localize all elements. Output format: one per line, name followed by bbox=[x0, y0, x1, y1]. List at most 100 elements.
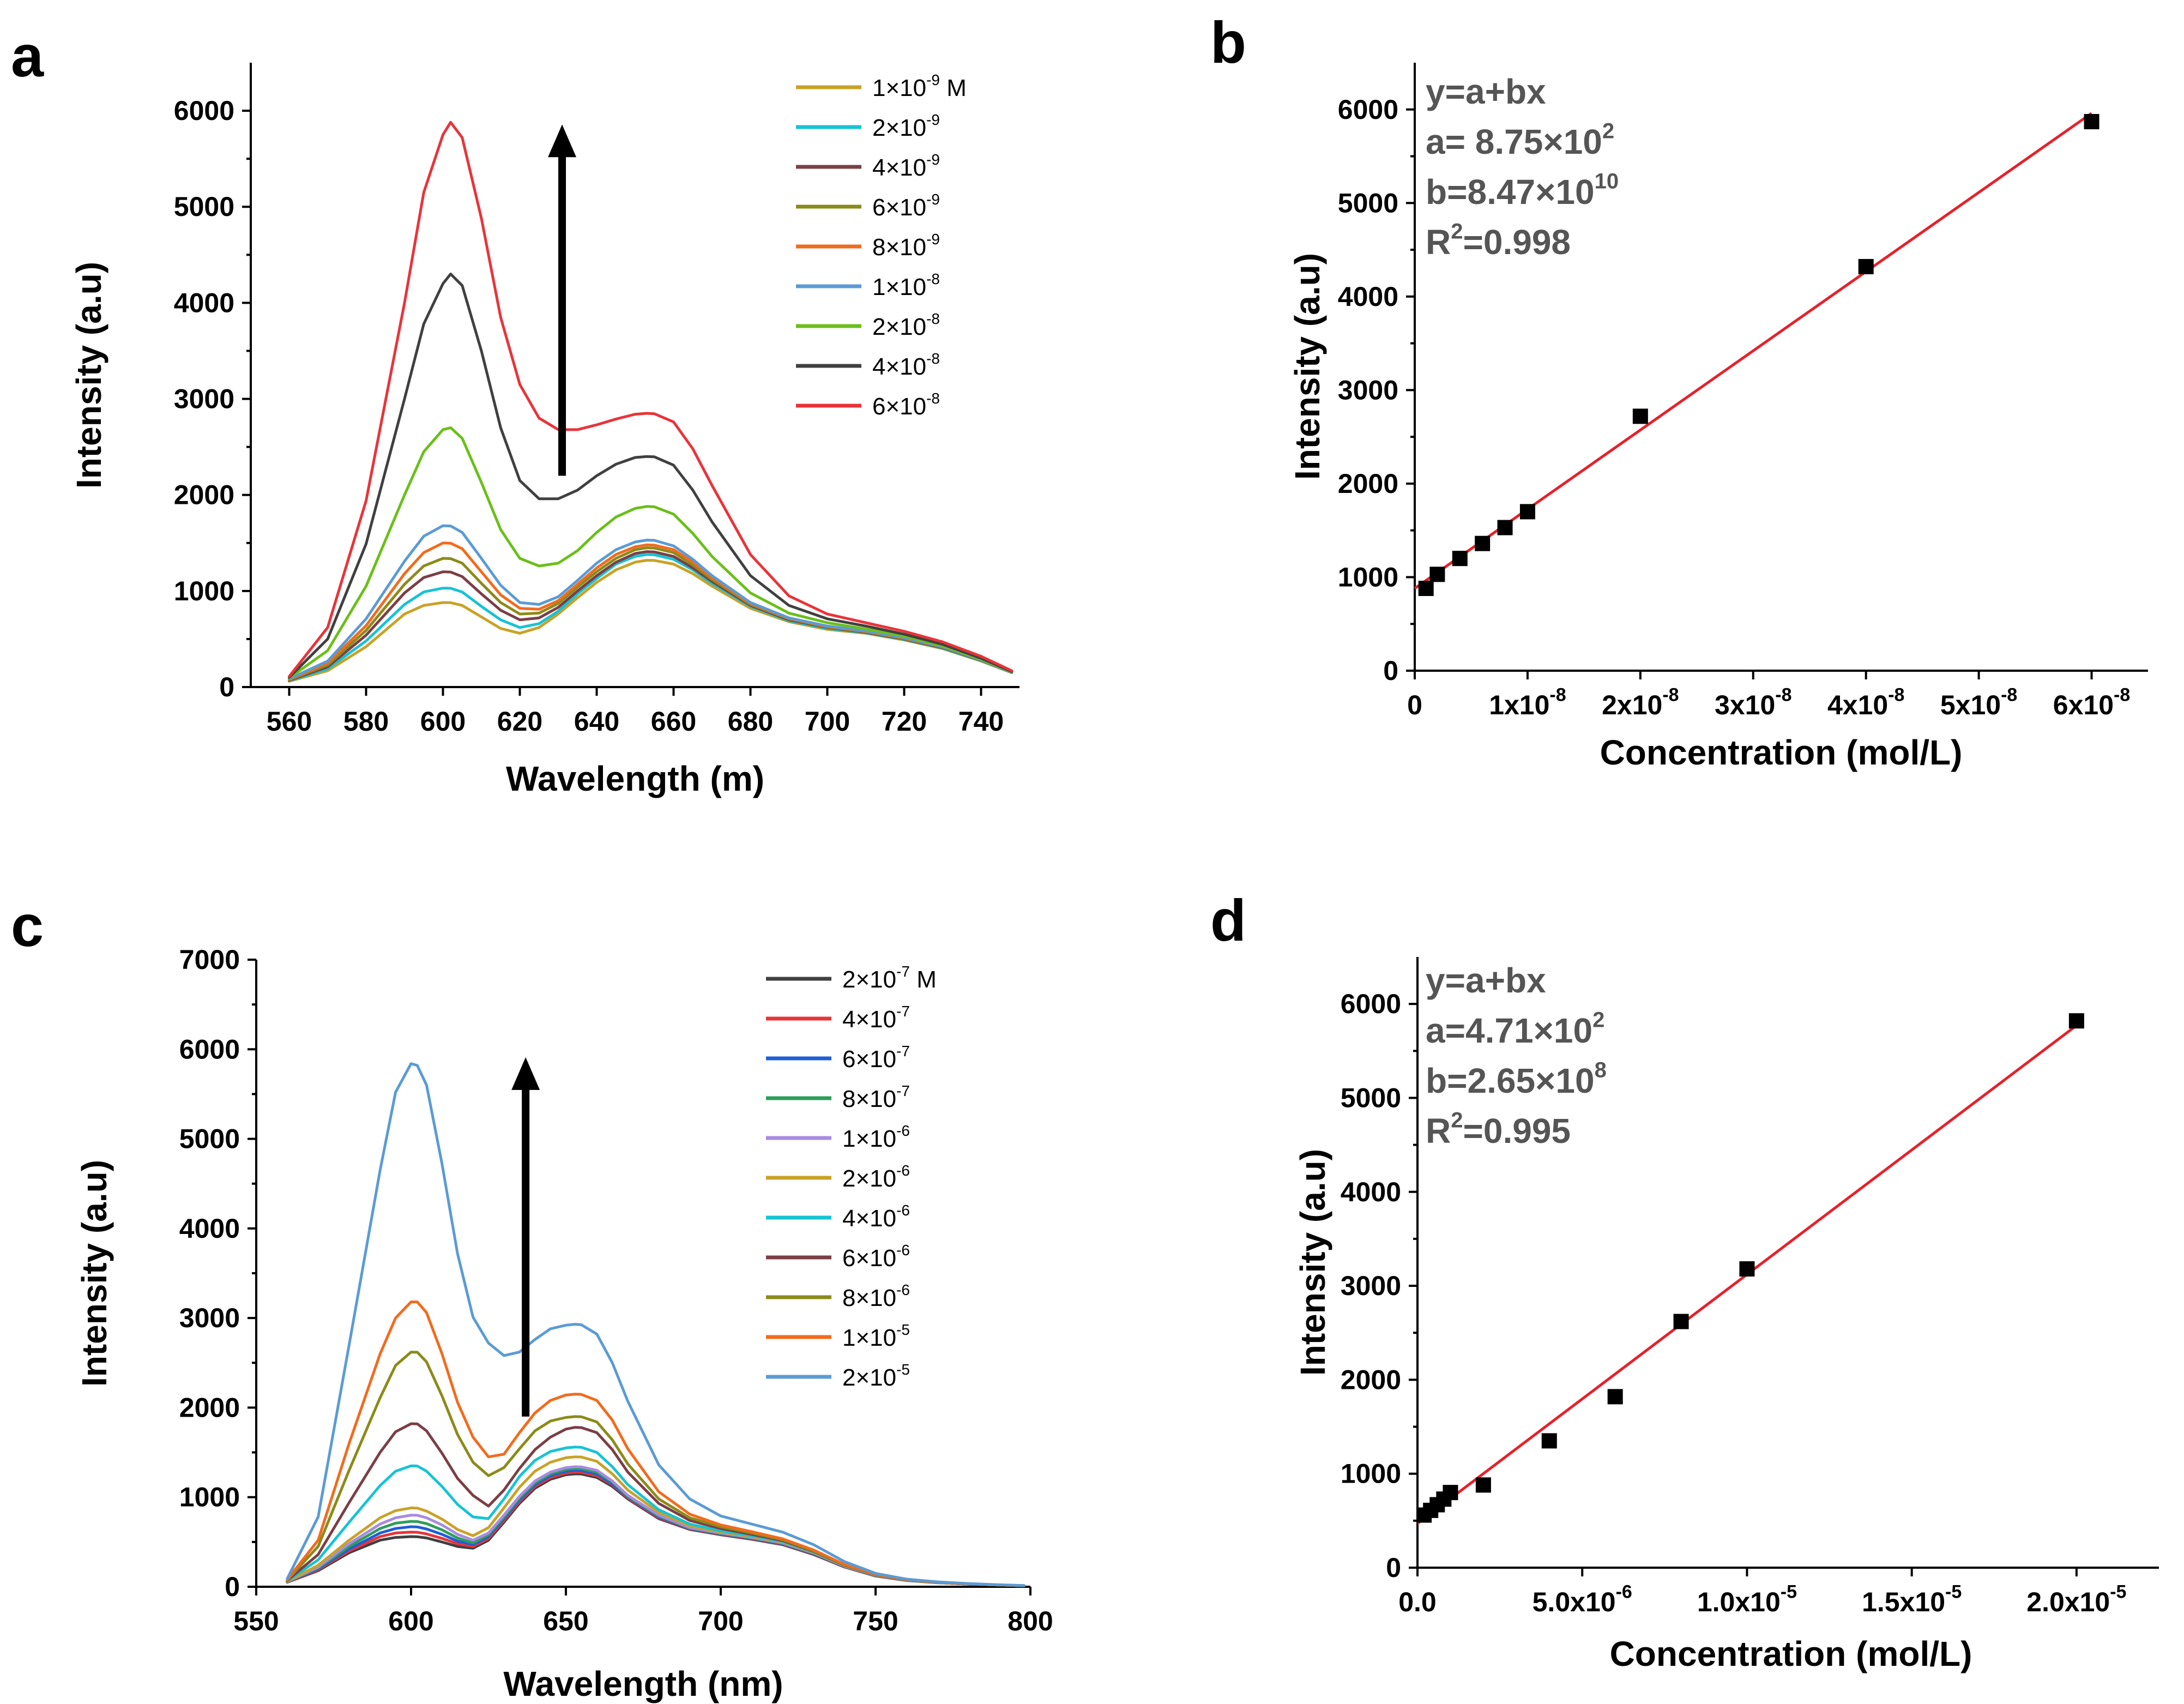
series-line bbox=[288, 426, 1013, 679]
y-tick-label: 4000 bbox=[1338, 281, 1398, 312]
y-tick-label: 0 bbox=[225, 1571, 240, 1602]
y-tick-label: 0 bbox=[1386, 1552, 1401, 1583]
equation-line: R2=0.995 bbox=[1426, 1108, 1571, 1151]
data-point bbox=[1858, 258, 1874, 274]
panel-b: b 0 1000 2000 3000 4000 5000 6000 0 1x10-8 2x10-8 3… bbox=[1210, 9, 2148, 772]
y-tick-label: 0 bbox=[219, 672, 234, 702]
data-point bbox=[1497, 520, 1513, 535]
y-tick-label: 4000 bbox=[179, 1213, 240, 1244]
x-tick-label: 4x10-8 bbox=[1827, 685, 1904, 720]
series-line bbox=[286, 1465, 1026, 1587]
panel-d: d 0 1000 2000 3000 4000 5000 6000 0.0 5.0x10-6 1.0… bbox=[1210, 887, 2159, 1673]
x-tick-label: 700 bbox=[698, 1606, 743, 1636]
legend-label: 2×10-7 M bbox=[842, 963, 937, 993]
panel-label-a: a bbox=[11, 23, 44, 89]
data-point bbox=[1429, 567, 1445, 582]
y-tick-label: 3000 bbox=[1338, 375, 1398, 405]
series-line bbox=[286, 1455, 1026, 1587]
x-axis-title: Concentration (mol/L) bbox=[1610, 1634, 1972, 1673]
legend-label: 6×10-6 bbox=[842, 1242, 910, 1272]
legend-label: 6×10-9 bbox=[872, 191, 940, 221]
legend-label: 2×10-6 bbox=[842, 1162, 910, 1192]
y-tick-label: 1000 bbox=[179, 1482, 240, 1513]
series-line bbox=[286, 1422, 1026, 1587]
data-point bbox=[1475, 535, 1491, 551]
legend-label: 6×10-7 bbox=[842, 1043, 910, 1073]
x-tick-label: 2.0x10-5 bbox=[2026, 1582, 2126, 1617]
x-tick-label: 800 bbox=[1007, 1606, 1053, 1636]
series-line bbox=[286, 1300, 1026, 1587]
y-tick-label: 5000 bbox=[1338, 188, 1398, 218]
series-line bbox=[288, 273, 1013, 679]
y-tick-label: 4000 bbox=[1341, 1177, 1401, 1207]
y-tick-label: 3000 bbox=[179, 1303, 240, 1333]
y-axis-title: Intensity (a.u) bbox=[75, 1160, 114, 1387]
legend-label: 4×10-6 bbox=[842, 1202, 910, 1232]
y-tick-label: 6000 bbox=[174, 95, 234, 126]
x-tick-label: 6x10-8 bbox=[2053, 685, 2130, 720]
equation-line: a=4.71×102 bbox=[1426, 1008, 1604, 1050]
x-tick-label: 580 bbox=[343, 706, 389, 737]
data-point bbox=[1739, 1261, 1755, 1277]
data-point bbox=[2068, 1013, 2084, 1029]
data-point bbox=[1475, 1477, 1491, 1493]
legend-label: 1×10-8 bbox=[872, 270, 940, 300]
y-tick-label: 2000 bbox=[1338, 468, 1398, 499]
x-tick-label: 720 bbox=[882, 706, 927, 737]
y-axis-title: Intensity (a.u) bbox=[1288, 253, 1327, 480]
y-tick-label: 0 bbox=[1383, 655, 1398, 686]
legend-label: 4×10-8 bbox=[872, 350, 940, 380]
data-point bbox=[1673, 1314, 1689, 1329]
panel-a: a 0 1000 2000 3000 4000 5000 6000 560 580 600 620 64… bbox=[11, 23, 1019, 798]
x-tick-label: 550 bbox=[233, 1606, 279, 1636]
legend-label: 2×10-9 bbox=[872, 111, 940, 141]
equation-line: b=8.47×1010 bbox=[1426, 169, 1619, 212]
series-line bbox=[286, 1351, 1026, 1587]
x-tick-label: 620 bbox=[497, 706, 542, 737]
x-axis-title: Concentration (mol/L) bbox=[1600, 733, 1963, 772]
x-tick-label: 650 bbox=[543, 1606, 588, 1636]
y-tick-label: 3000 bbox=[1341, 1271, 1401, 1301]
y-tick-label: 3000 bbox=[174, 384, 234, 414]
x-tick-label: 660 bbox=[651, 706, 696, 737]
series-line bbox=[288, 559, 1013, 683]
y-tick-label: 6000 bbox=[1338, 94, 1398, 125]
data-point bbox=[1632, 408, 1648, 424]
x-tick-label: 640 bbox=[574, 706, 619, 737]
equation-line: R2=0.998 bbox=[1426, 219, 1571, 262]
x-tick-label: 2x10-8 bbox=[1602, 685, 1679, 720]
series-line bbox=[288, 546, 1013, 682]
x-axis-title: Wavelength (nm) bbox=[503, 1664, 783, 1703]
series-line bbox=[286, 1062, 1026, 1587]
series-line bbox=[288, 524, 1013, 681]
legend-label: 8×10-7 bbox=[842, 1082, 910, 1112]
panel-label-d: d bbox=[1210, 887, 1246, 953]
y-tick-label: 5000 bbox=[179, 1124, 240, 1154]
panel-label-b: b bbox=[1210, 9, 1246, 75]
y-axis-title: Intensity (a.u) bbox=[69, 262, 108, 489]
x-tick-label: 1x10-8 bbox=[1489, 685, 1566, 720]
x-tick-label: 5x10-8 bbox=[1940, 685, 2017, 720]
x-axis-title: Wavelength (m) bbox=[506, 759, 764, 798]
legend-label: 2×10-8 bbox=[872, 310, 940, 340]
data-point bbox=[1607, 1389, 1623, 1405]
y-tick-label: 4000 bbox=[174, 287, 234, 318]
x-tick-label: 1.0x10-5 bbox=[1697, 1582, 1797, 1617]
x-tick-label: 680 bbox=[728, 706, 773, 737]
y-tick-label: 6000 bbox=[179, 1034, 240, 1064]
equation-line: b=2.65×108 bbox=[1426, 1058, 1607, 1100]
legend-label: 1×10-6 bbox=[842, 1122, 910, 1152]
panel-c: c 0 1000 2000 3000 4000 5000 6000 7000 550 600 650 7… bbox=[11, 893, 1053, 1703]
panel-label-c: c bbox=[11, 893, 44, 959]
legend-label: 8×10-9 bbox=[872, 231, 940, 261]
x-tick-label: 1.5x10-5 bbox=[1862, 1582, 1962, 1617]
equation-line: y=a+bx bbox=[1426, 961, 1546, 1000]
y-tick-label: 1000 bbox=[1338, 562, 1398, 592]
x-tick-label: 0.0 bbox=[1398, 1587, 1437, 1617]
arrow-head bbox=[548, 124, 577, 158]
y-tick-label: 6000 bbox=[1341, 989, 1401, 1019]
y-tick-label: 2000 bbox=[179, 1392, 240, 1423]
y-tick-label: 2000 bbox=[1341, 1364, 1401, 1395]
x-tick-label: 5.0x10-6 bbox=[1533, 1582, 1632, 1617]
x-tick-label: 700 bbox=[805, 706, 850, 737]
